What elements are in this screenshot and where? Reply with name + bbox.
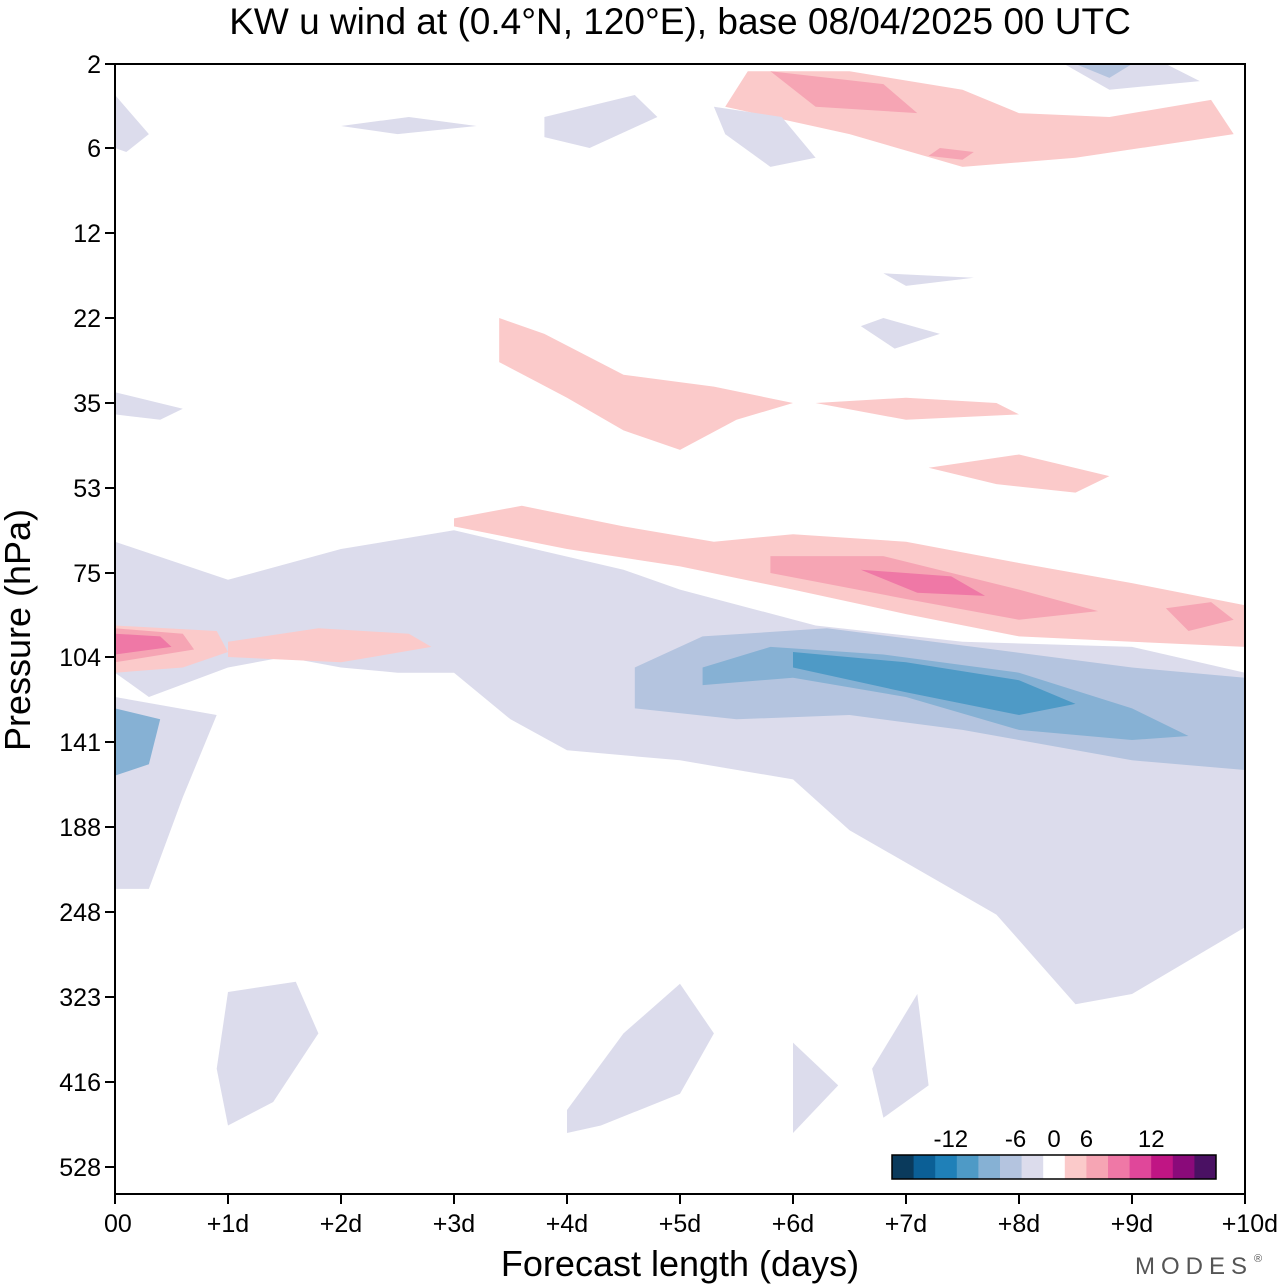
x-tick-label: +5d: [659, 1210, 701, 1238]
contour-region-17: [860, 569, 986, 596]
contour-region-31: [115, 392, 183, 420]
y-tick-label: 141: [59, 729, 101, 757]
contour-region-26: [1075, 64, 1132, 78]
colorbar-label: -6: [1005, 1126, 1026, 1153]
x-tick-label: +4d: [546, 1210, 588, 1238]
colorbar-swatch: [892, 1155, 915, 1179]
contour-region-29: [341, 117, 477, 135]
contour-region-32: [860, 318, 940, 349]
x-tick-label: +1d: [207, 1210, 249, 1238]
colorbar-frame: [891, 1154, 1217, 1180]
y-tick-label: 12: [73, 220, 101, 248]
x-axis-ticks: 00 +1d +2d +3d +4d +5d +6d +7d +8d +9d +10d: [104, 1194, 1278, 1238]
x-tick-label: +7d: [885, 1210, 927, 1238]
colorbar-swatch: [913, 1155, 936, 1179]
contour-region-30: [115, 95, 149, 152]
contour-region-28: [713, 106, 816, 167]
y-tick-label: 323: [59, 984, 101, 1012]
contour-region-21: [928, 454, 1110, 493]
colorbar-swatch: [935, 1155, 958, 1179]
x-tick-label: +2d: [320, 1210, 362, 1238]
chart-title: KW u wind at (0.4°N, 120°E), base 08/04/…: [229, 1, 1131, 42]
x-tick-label: 00: [104, 1210, 132, 1238]
contour-region-5: [793, 652, 1076, 715]
colorbar-swatch: [1064, 1155, 1087, 1179]
colorbar-swatch: [978, 1155, 1001, 1179]
contour-region-14: [228, 628, 432, 663]
contour-region-23: [770, 71, 918, 114]
colorbar-swatch: [1194, 1155, 1217, 1179]
contour-region-24: [928, 148, 974, 160]
y-tick-label: 53: [73, 475, 101, 503]
y-tick-label: 2: [87, 51, 101, 79]
y-tick-label: 35: [73, 390, 101, 418]
y-tick-label: 416: [59, 1069, 101, 1097]
x-tick-label: +6d: [772, 1210, 814, 1238]
modes-registered-mark: ®: [1254, 1253, 1262, 1265]
contour-region-27: [544, 95, 658, 148]
colorbar-swatch: [1043, 1155, 1066, 1179]
x-tick-label: +3d: [433, 1210, 475, 1238]
colorbar-swatch: [956, 1155, 979, 1179]
y-tick-label: 22: [73, 305, 101, 333]
modes-logo: MODES ®: [1135, 1253, 1262, 1280]
x-tick-label: +9d: [1111, 1210, 1153, 1238]
colorbar-swatch: [1129, 1155, 1152, 1179]
colorbar-swatch: [1172, 1155, 1195, 1179]
contour-region-10: [872, 994, 929, 1118]
contour-region-20: [815, 397, 1019, 420]
contour-region-8: [567, 983, 714, 1133]
x-axis-label: Forecast length (days): [501, 1243, 859, 1284]
y-tick-label: 528: [59, 1154, 101, 1182]
contour-region-9: [793, 1042, 839, 1133]
x-tick-label: +10d: [1222, 1210, 1278, 1238]
y-tick-label: 6: [87, 135, 101, 163]
contour-region-33: [883, 273, 974, 286]
colorbar: -12 -6 0 6 12: [891, 1126, 1217, 1180]
y-tick-label: 104: [59, 644, 101, 672]
contour-regions: [115, 64, 1245, 1133]
contour-region-19: [499, 318, 793, 450]
modes-watermark: MODES: [1135, 1253, 1253, 1280]
colorbar-label: 6: [1080, 1126, 1093, 1153]
colorbar-swatch: [1086, 1155, 1109, 1179]
colorbar-label: -12: [933, 1126, 968, 1153]
contour-region-18: [1165, 602, 1234, 631]
colorbar-swatch: [1108, 1155, 1131, 1179]
contour-region-6: [115, 708, 161, 776]
y-tick-label: 248: [59, 899, 101, 927]
y-axis-ticks: 2 6 12 22 35 53 75 104 141 188 248 323 416 528: [59, 51, 115, 1182]
y-axis-label: Pressure (hPa): [0, 509, 38, 751]
plot-area: [114, 63, 1246, 1195]
colorbar-swatch: [1021, 1155, 1044, 1179]
y-tick-label: 75: [73, 560, 101, 588]
colorbar-label: 12: [1138, 1126, 1165, 1153]
contour-region-7: [216, 981, 319, 1126]
colorbar-swatch: [1000, 1155, 1023, 1179]
y-tick-label: 188: [59, 814, 101, 842]
contour-region-13: [115, 633, 172, 655]
x-tick-label: +8d: [998, 1210, 1040, 1238]
colorbar-label: 0: [1047, 1126, 1060, 1153]
colorbar-swatch: [1151, 1155, 1174, 1179]
